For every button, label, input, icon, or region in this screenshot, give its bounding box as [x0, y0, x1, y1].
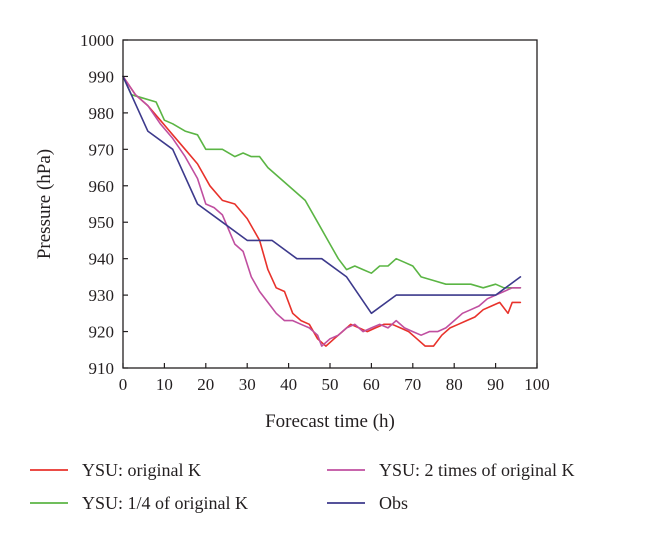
legend-label-2: YSU: 2 times of original K [379, 460, 575, 480]
y-tick-label: 980 [89, 104, 115, 123]
series-line-0 [122, 75, 522, 347]
series-line-2 [122, 75, 522, 347]
x-tick-label: 40 [280, 375, 297, 394]
legend-label-1: YSU: 1/4 of original K [82, 493, 248, 513]
x-tick-label: 30 [239, 375, 256, 394]
series-layer [122, 75, 522, 347]
x-axis-title: Forecast time (h) [265, 411, 395, 432]
y-axis-title: Pressure (hPa) [34, 149, 55, 259]
y-tick-label: 1000 [80, 31, 114, 50]
series-line-1 [122, 75, 522, 289]
y-tick-label: 970 [89, 140, 115, 159]
y-tick-label: 950 [89, 213, 115, 232]
legend: YSU: original K YSU: 1/4 of original K YSU… [30, 460, 575, 513]
x-tick-label: 10 [156, 375, 173, 394]
y-tick-label: 910 [89, 359, 115, 378]
x-tick-label: 0 [119, 375, 128, 394]
legend-label-3: Obs [379, 493, 408, 513]
ticks-layer: 0 10 20 30 40 50 60 70 80 90 100 910 920 930 940 950 960… [80, 31, 550, 394]
legend-label-0: YSU: original K [82, 460, 201, 480]
x-tick-label: 100 [524, 375, 550, 394]
series-line-3 [122, 75, 522, 315]
x-tick-label: 80 [446, 375, 463, 394]
plot-frame [122, 39, 538, 369]
x-tick-label: 20 [197, 375, 214, 394]
y-tick-label: 930 [89, 286, 115, 305]
y-tick-label: 920 [89, 323, 115, 342]
y-tick-label: 960 [89, 177, 115, 196]
y-tick-label: 990 [89, 67, 115, 86]
x-tick-label: 60 [363, 375, 380, 394]
y-tick-label: 940 [89, 250, 115, 269]
x-tick-label: 90 [487, 375, 504, 394]
x-tick-label: 50 [322, 375, 339, 394]
x-tick-label: 70 [404, 375, 421, 394]
